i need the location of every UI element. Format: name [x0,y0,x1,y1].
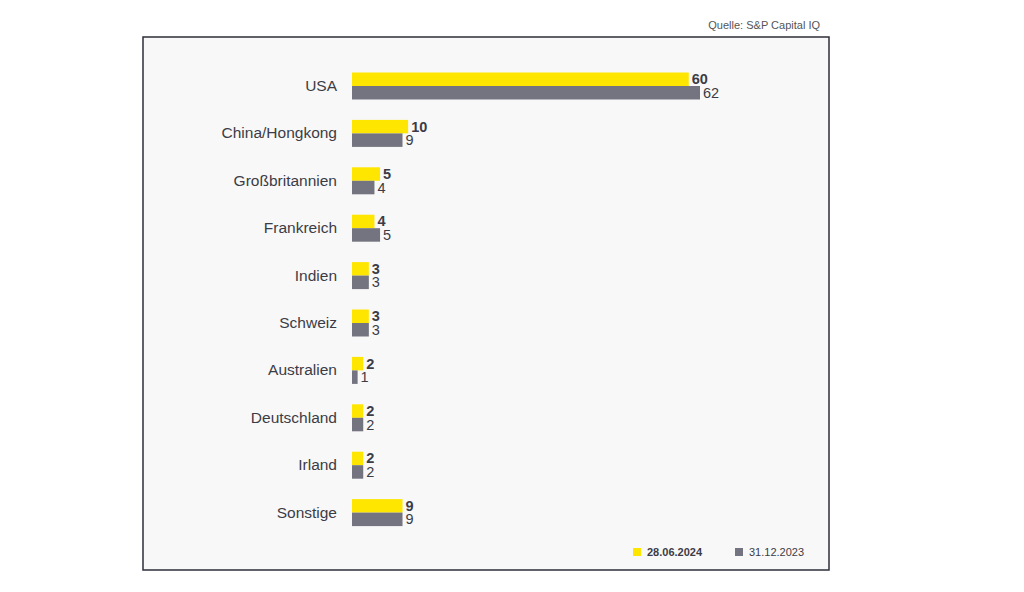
chart-frame [143,37,829,570]
bar [352,418,363,432]
bar [352,370,358,384]
data-label: 3 [372,322,380,338]
bar [352,310,369,324]
legend-entry: 31.12.2023 [735,546,804,558]
data-label: 1 [361,369,369,385]
category-label: Großbritannien [234,172,337,189]
data-label: 9 [406,511,414,527]
category-label: Australien [268,361,337,378]
category-label: Frankreich [264,219,337,236]
legend-label: 28.06.2024 [647,546,703,558]
bar [352,133,403,147]
bar [352,404,363,418]
bar [352,86,700,100]
bar [352,513,403,527]
legend-label: 31.12.2023 [749,546,804,558]
category-label: Sonstige [277,504,337,521]
bar [352,167,380,181]
data-label: 2 [366,464,374,480]
legend-swatch [735,548,743,556]
bar [352,323,369,337]
bar [352,276,369,290]
legend-swatch [633,548,641,556]
data-label: 2 [366,417,374,433]
bars [352,73,700,527]
data-label: 5 [383,227,391,243]
bar [352,181,374,195]
data-label: 62 [703,85,719,101]
chart: Quelle: S&P Capital IQUSA6062China/Hongk… [0,0,1024,592]
labels: USA6062China/Hongkong109Großbritannien54… [222,71,720,527]
category-label: Indien [295,267,337,284]
bar [352,262,369,276]
legend-entry: 28.06.2024 [633,546,703,558]
category-label: USA [305,77,338,94]
data-label: 9 [406,132,414,148]
category-label: Irland [298,456,337,473]
bar [352,465,363,479]
source-note: Quelle: S&P Capital IQ [708,19,820,31]
bar [352,215,374,229]
category-label: Schweiz [279,314,337,331]
bar [352,452,363,466]
category-label: China/Hongkong [222,124,337,141]
data-label: 4 [377,180,385,196]
category-label: Deutschland [251,409,337,426]
bar [352,120,408,133]
data-label: 3 [372,274,380,290]
bar [352,499,403,512]
bar [352,73,689,87]
bar [352,228,380,242]
